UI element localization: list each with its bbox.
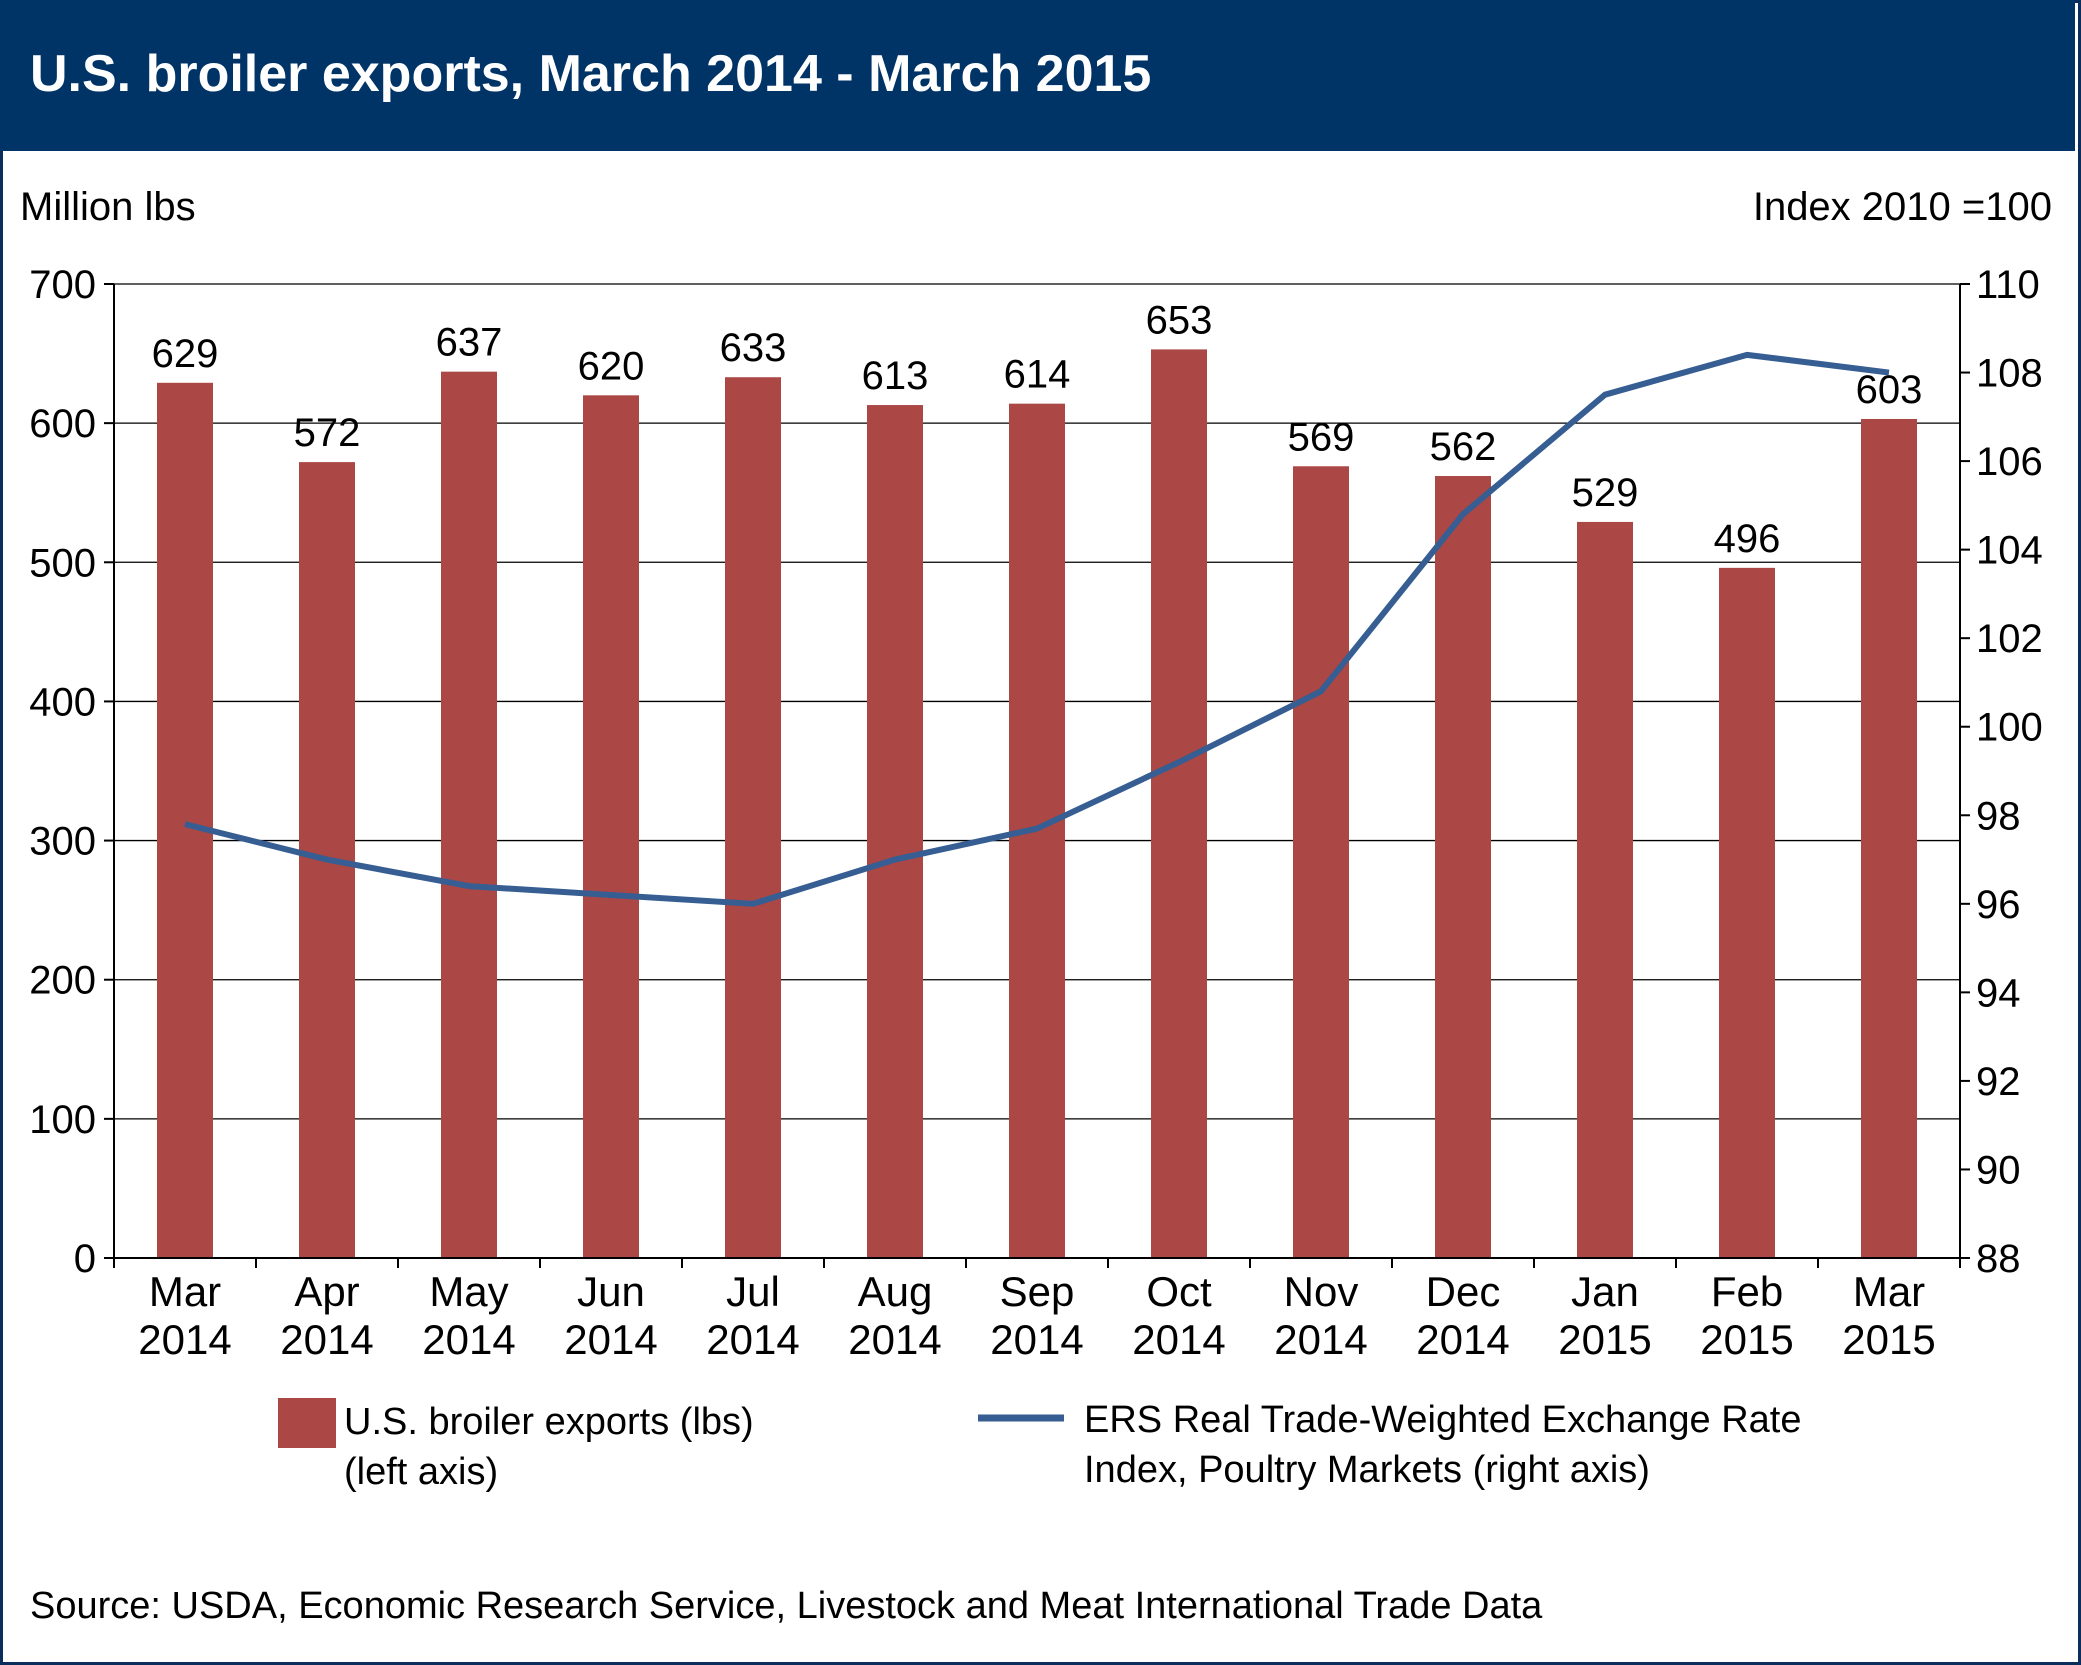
left-tick-label: 700 [29, 263, 96, 307]
exchange-rate-line [184, 351, 1890, 907]
bar-data-label: 653 [1146, 298, 1213, 342]
right-tick-label: 90 [1976, 1148, 2021, 1192]
x-tick-label-year: 2015 [1558, 1316, 1651, 1363]
bar-data-label: 496 [1714, 517, 1781, 561]
right-tick-label: 98 [1976, 794, 2021, 838]
x-tick-label-year: 2014 [848, 1316, 941, 1363]
x-tick-label-year: 2014 [280, 1316, 373, 1363]
chart-title: U.S. broiler exports, March 2014 - March… [30, 45, 1152, 103]
x-tick-label-year: 2014 [564, 1316, 657, 1363]
x-tick-label-year: 2014 [706, 1316, 799, 1363]
right-axis-label: Index 2010 =100 [1753, 185, 2052, 229]
left-tick-label: 400 [29, 680, 96, 724]
bar-data-label: 637 [436, 321, 503, 365]
right-tick-label: 106 [1976, 440, 2043, 484]
right-tick-label: 102 [1976, 617, 2043, 661]
left-tick-label: 600 [29, 402, 96, 446]
right-tick-label: 104 [1976, 529, 2043, 573]
right-tick-label: 108 [1976, 352, 2043, 396]
legend-bar-label: U.S. broiler exports (lbs) [344, 1401, 754, 1443]
x-tick-label-year: 2014 [1416, 1316, 1509, 1363]
right-tick-label: 92 [1976, 1060, 2021, 1104]
x-tick-label-year: 2014 [422, 1316, 515, 1363]
axes: 0 100 200 300 400 500 600 700 88 90 92 94 96 98 100 102… [29, 263, 2043, 1363]
bar [1435, 476, 1491, 1258]
bar-data-label: 629 [152, 332, 219, 376]
bar [1577, 521, 1633, 1258]
x-tick-label-year: 2014 [1274, 1316, 1367, 1363]
bar-data-labels: 629 572 637 620 633 613 614 653 569 562 529 496 603 [152, 298, 1923, 560]
bar-data-label: 620 [578, 344, 645, 388]
bar [441, 371, 497, 1258]
bar [1719, 567, 1775, 1258]
x-tick-label-month: Nov [1284, 1268, 1359, 1315]
bar-data-label: 562 [1430, 425, 1497, 469]
bar-data-label: 569 [1288, 415, 1355, 459]
x-tick-label-month: Jun [577, 1268, 645, 1315]
left-axis-label: Million lbs [20, 185, 196, 229]
right-tick-label: 96 [1976, 883, 2021, 927]
x-tick-label-month: Feb [1711, 1268, 1783, 1315]
x-tick-label-year: 2014 [1132, 1316, 1225, 1363]
left-tick-label: 500 [29, 541, 96, 585]
title-bar: U.S. broiler exports, March 2014 - March… [0, 0, 2075, 151]
source-note: Source: USDA, Economic Research Service,… [30, 1585, 1543, 1627]
bar [583, 395, 639, 1258]
legend-line-label: ERS Real Trade-Weighted Exchange Rate [1084, 1399, 1801, 1441]
x-tick-label-year: 2015 [1700, 1316, 1793, 1363]
x-tick-label-month: Jul [726, 1268, 780, 1315]
bar-data-label: 572 [294, 411, 361, 455]
legend-bar-swatch [278, 1398, 336, 1448]
left-tick-label: 100 [29, 1098, 96, 1142]
legend-bar-label-2: (left axis) [344, 1451, 498, 1493]
left-tick-label: 200 [29, 959, 96, 1003]
x-tick-label-month: Mar [149, 1268, 221, 1315]
bar [1861, 418, 1917, 1258]
x-tick-label-month: Mar [1853, 1268, 1925, 1315]
x-tick-label-month: Aug [858, 1268, 933, 1315]
x-tick-label-month: May [429, 1268, 508, 1315]
left-tick-label: 300 [29, 820, 96, 864]
x-tick-label-year: 2014 [138, 1316, 231, 1363]
x-tick-label-year: 2015 [1842, 1316, 1935, 1363]
legend-line-label-2: Index, Poultry Markets (right axis) [1084, 1449, 1650, 1491]
right-tick-label: 100 [1976, 706, 2043, 750]
bar [725, 377, 781, 1258]
x-tick-label-year: 2014 [990, 1316, 1083, 1363]
bar-data-label: 529 [1572, 471, 1639, 515]
bar [1151, 349, 1207, 1258]
legend: U.S. broiler exports (lbs) (left axis) E… [278, 1398, 1801, 1493]
x-tick-label-month: Apr [294, 1268, 359, 1315]
x-tick-label-month: Sep [1000, 1268, 1075, 1315]
x-tick-label-month: Oct [1146, 1268, 1212, 1315]
bar-series [157, 349, 1917, 1259]
bar [867, 405, 923, 1258]
line-series [184, 351, 1890, 907]
right-tick-label: 94 [1976, 971, 2021, 1015]
bar-data-label: 603 [1856, 368, 1923, 412]
bar-data-label: 614 [1004, 353, 1071, 397]
x-tick-label-month: Dec [1426, 1268, 1501, 1315]
right-tick-label: 110 [1976, 263, 2040, 307]
bar [157, 382, 213, 1258]
right-tick-label: 88 [1976, 1237, 2021, 1281]
bar-data-label: 613 [862, 354, 929, 398]
bar [1293, 466, 1349, 1259]
x-tick-label-month: Jan [1571, 1268, 1639, 1315]
left-tick-label: 0 [74, 1237, 96, 1281]
bar-data-label: 633 [720, 326, 787, 370]
